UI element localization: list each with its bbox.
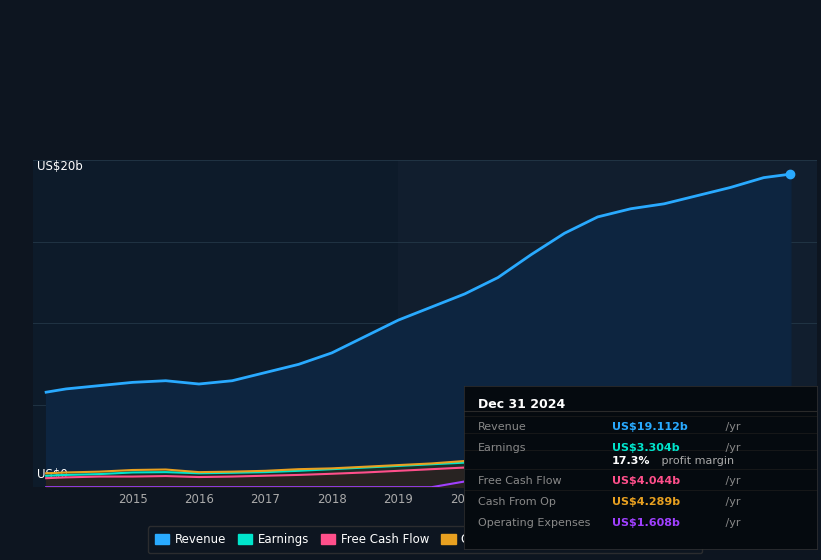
Text: 17.3%: 17.3%: [612, 456, 650, 466]
Text: Earnings: Earnings: [478, 444, 526, 453]
Bar: [398, 160, 821, 487]
Text: /yr: /yr: [722, 497, 740, 507]
Text: /yr: /yr: [722, 422, 740, 432]
Text: Free Cash Flow: Free Cash Flow: [478, 476, 562, 486]
Text: /yr: /yr: [722, 444, 740, 453]
Text: US$20b: US$20b: [37, 160, 82, 172]
Text: /yr: /yr: [722, 518, 740, 528]
Text: US$3.304b: US$3.304b: [612, 444, 680, 453]
Text: US$0: US$0: [37, 468, 67, 480]
Text: US$4.289b: US$4.289b: [612, 497, 681, 507]
Text: Dec 31 2024: Dec 31 2024: [478, 398, 565, 411]
Text: profit margin: profit margin: [658, 456, 734, 466]
Text: US$1.608b: US$1.608b: [612, 518, 680, 528]
Text: Operating Expenses: Operating Expenses: [478, 518, 590, 528]
Legend: Revenue, Earnings, Free Cash Flow, Cash From Op, Operating Expenses: Revenue, Earnings, Free Cash Flow, Cash …: [148, 526, 702, 553]
Text: Revenue: Revenue: [478, 422, 527, 432]
Text: /yr: /yr: [722, 476, 740, 486]
Text: US$19.112b: US$19.112b: [612, 422, 688, 432]
Text: US$4.044b: US$4.044b: [612, 476, 681, 486]
Text: Cash From Op: Cash From Op: [478, 497, 556, 507]
